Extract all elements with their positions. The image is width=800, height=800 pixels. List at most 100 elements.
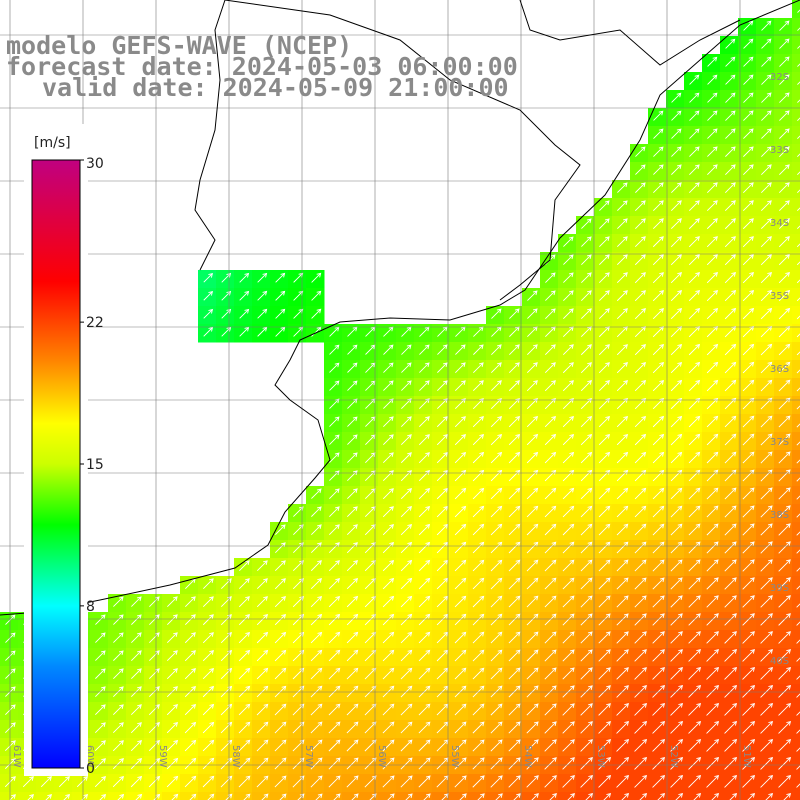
wind-arrow: [743, 38, 754, 49]
wind-arrow: [616, 451, 629, 464]
wind-cell: [558, 792, 577, 800]
wind-arrow: [689, 182, 700, 193]
wind-arrow: [274, 649, 287, 662]
wind-arrow: [797, 117, 800, 121]
wind-arrow: [436, 667, 449, 680]
wind-arrow: [779, 74, 790, 85]
wind-arrow: [742, 289, 755, 302]
wind-arrow: [436, 523, 449, 536]
wind-cell: [342, 792, 361, 800]
wind-arrow: [472, 541, 485, 554]
wind-arrow: [725, 164, 736, 175]
wind-arrow: [382, 488, 394, 500]
wind-arrow: [778, 433, 791, 446]
wind-arrow: [113, 632, 124, 643]
wind-arrow: [562, 559, 575, 572]
land-border: [224, 0, 581, 301]
longitude-label: 56W: [376, 745, 387, 768]
wind-arrow: [616, 523, 629, 536]
wind-arrow: [544, 757, 557, 770]
wind-arrow: [328, 739, 341, 752]
wind-arrow: [580, 667, 593, 680]
wind-arrow: [202, 703, 215, 716]
wind-arrow: [707, 74, 718, 85]
wind-arrow: [599, 218, 610, 229]
wind-cell: [792, 162, 800, 181]
wind-arrow: [256, 757, 269, 770]
wind-arrow: [436, 595, 449, 608]
wind-arrow: [544, 380, 556, 392]
wind-arrow: [274, 703, 287, 716]
wind-arrow: [634, 326, 646, 338]
wind-arrow: [238, 703, 251, 716]
wind-arrow: [742, 236, 754, 248]
wind-cell: [792, 0, 800, 19]
wind-arrow: [184, 757, 197, 770]
wind-arrow: [634, 236, 646, 248]
wind-arrow: [652, 308, 664, 320]
wind-arrow: [796, 351, 800, 356]
wind-arrow: [274, 757, 287, 770]
wind-arrow: [544, 577, 557, 590]
wind-arrow: [562, 739, 575, 752]
wind-arrow: [562, 433, 575, 446]
wind-arrow: [275, 272, 286, 283]
wind-arrow: [400, 541, 413, 554]
wind-cell: [792, 774, 800, 793]
wind-arrow: [761, 92, 772, 103]
wind-arrow: [760, 182, 772, 194]
wind-arrow: [418, 649, 431, 662]
longitude-label: 57W: [303, 745, 314, 768]
wind-arrow: [706, 433, 719, 446]
wind-arrow: [599, 200, 610, 211]
wind-arrow: [796, 477, 800, 482]
wind-arrow: [724, 523, 737, 536]
wind-arrow: [400, 434, 412, 446]
wind-arrow: [706, 523, 719, 536]
wind-cell: [792, 522, 800, 541]
wind-arrow: [22, 776, 34, 788]
wind-arrow: [742, 487, 755, 500]
wind-arrow: [418, 631, 431, 644]
wind-arrow: [563, 290, 574, 301]
wind-arrow: [616, 398, 628, 410]
wind-arrow: [761, 56, 772, 67]
wind-arrow: [796, 207, 800, 212]
wind-cell: [792, 378, 800, 397]
wind-arrow: [383, 398, 394, 409]
longitude-label: 60W: [84, 745, 95, 768]
wind-arrow: [347, 344, 358, 355]
wind-arrow: [652, 631, 665, 644]
wind-arrow: [563, 236, 574, 247]
wind-arrow: [400, 577, 413, 590]
wind-arrow: [688, 218, 700, 230]
wind-arrow: [239, 290, 250, 301]
wind-arrow: [328, 578, 340, 590]
wind-arrow: [149, 632, 160, 643]
wind-arrow: [418, 775, 431, 788]
wind-arrow: [796, 639, 800, 644]
wind-arrow: [166, 704, 178, 716]
wind-arrow: [238, 757, 251, 770]
wind-arrow: [743, 164, 754, 175]
wind-arrow: [544, 721, 557, 734]
wind-arrow: [742, 200, 754, 212]
wind-arrow: [796, 711, 800, 716]
wind-arrow: [778, 361, 791, 374]
wind-cell: [72, 792, 91, 800]
wind-arrow: [257, 308, 268, 319]
wind-arrow: [778, 307, 791, 320]
wind-arrow: [652, 595, 665, 608]
wind-arrow: [545, 272, 556, 283]
wind-arrow: [778, 756, 792, 770]
wind-arrow: [634, 397, 647, 410]
wind-arrow: [239, 560, 250, 571]
wind-arrow: [562, 451, 575, 464]
wind-arrow: [418, 487, 431, 500]
wind-arrow: [724, 702, 738, 716]
wind-arrow: [706, 415, 719, 428]
wind-arrow: [347, 380, 358, 391]
wind-arrow: [742, 613, 755, 626]
wind-arrow: [580, 380, 592, 392]
wind-arrow: [725, 56, 736, 67]
